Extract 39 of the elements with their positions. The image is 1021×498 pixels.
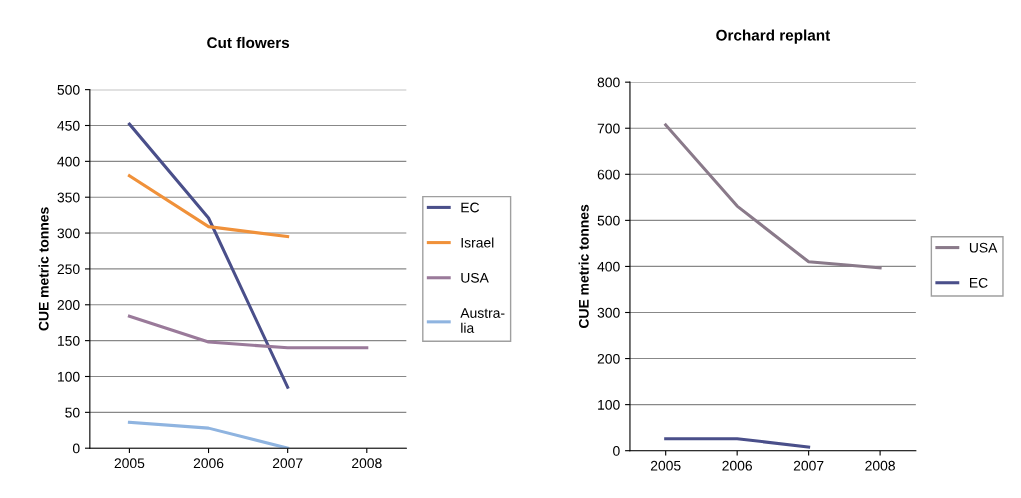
y-tick-label: 400 [597,261,620,272]
y-tick-label: 450 [57,120,80,131]
x-tick-label: 2007 [272,458,303,469]
y-tick-label: 300 [597,307,620,318]
y-tick-label: 300 [57,228,80,239]
x-tick-label: 2006 [193,458,224,469]
y-axis-title: CUE metric tonnes [38,207,49,331]
x-tick-label: 2005 [114,458,145,469]
y-tick-label: 250 [57,264,80,275]
y-tick-label: 150 [58,335,80,346]
y-tick-label: 600 [597,169,620,180]
legend-label: Israel [461,237,494,248]
chart-title: Orchard replant [716,29,831,44]
y-tick-label: 100 [58,371,80,382]
x-tick-label: 2007 [793,460,824,471]
y-tick-label: 100 [598,399,620,410]
line-series [664,123,882,270]
y-tick-label: 200 [57,300,80,310]
legend-label: Austra- lia [460,308,505,333]
x-tick-label: 2008 [352,458,382,469]
y-tick-label: 200 [597,353,620,364]
y-tick-label: 700 [597,123,620,134]
y-tick-label: 50 [65,407,80,418]
x-tick-label: 2005 [650,460,681,471]
y-axis-title: CUE metric tonnes [578,204,589,328]
y-tick-label: 0 [72,443,80,454]
x-tick-label: 2006 [722,460,752,471]
y-tick-label: 800 [597,77,620,88]
legend-label: USA [969,242,998,253]
y-tick-label: 0 [613,446,620,456]
y-tick-label: 350 [57,192,80,203]
y-tick-label: 400 [57,156,80,167]
y-tick-label: 500 [57,84,80,95]
legend-label: EC [461,202,480,213]
legend-label: USA [461,272,489,283]
y-tick-label: 500 [597,215,620,226]
chart-title: Cut flowers [207,36,290,49]
legend-label: EC [970,277,988,288]
x-tick-label: 2008 [865,460,895,471]
